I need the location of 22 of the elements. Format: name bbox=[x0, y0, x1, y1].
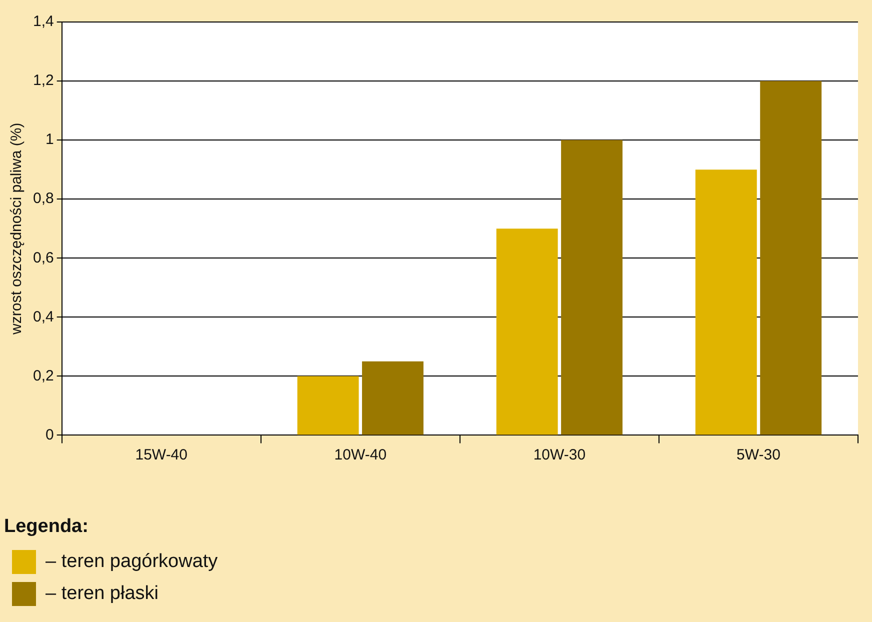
bar bbox=[760, 81, 822, 435]
bar bbox=[297, 376, 359, 435]
y-axis-title: wzrost oszczędności paliwa (%) bbox=[8, 122, 26, 336]
bar bbox=[561, 140, 623, 435]
x-tick-label: 10W-40 bbox=[334, 446, 387, 464]
y-tick-label: 1,2 bbox=[32, 72, 54, 90]
x-tick-label: 5W-30 bbox=[736, 446, 780, 464]
legend-title: Legenda: bbox=[4, 516, 88, 537]
legend-label: – teren pagórkowaty bbox=[46, 551, 218, 572]
x-tick-label: 15W-40 bbox=[135, 446, 188, 464]
y-tick-label: 1,4 bbox=[32, 13, 54, 30]
bar bbox=[362, 361, 424, 435]
y-tick-label: 1 bbox=[46, 131, 54, 148]
y-tick-label: 0,2 bbox=[32, 367, 54, 384]
bar bbox=[496, 228, 558, 435]
y-tick-label: 0,8 bbox=[32, 190, 54, 208]
legend-label: – teren płaski bbox=[46, 583, 159, 604]
y-tick-label: 0 bbox=[46, 426, 54, 444]
y-tick-label: 0,6 bbox=[32, 249, 54, 266]
x-tick-label: 10W-30 bbox=[533, 446, 586, 464]
bar bbox=[695, 170, 757, 435]
y-tick-label: 0,4 bbox=[32, 308, 54, 326]
